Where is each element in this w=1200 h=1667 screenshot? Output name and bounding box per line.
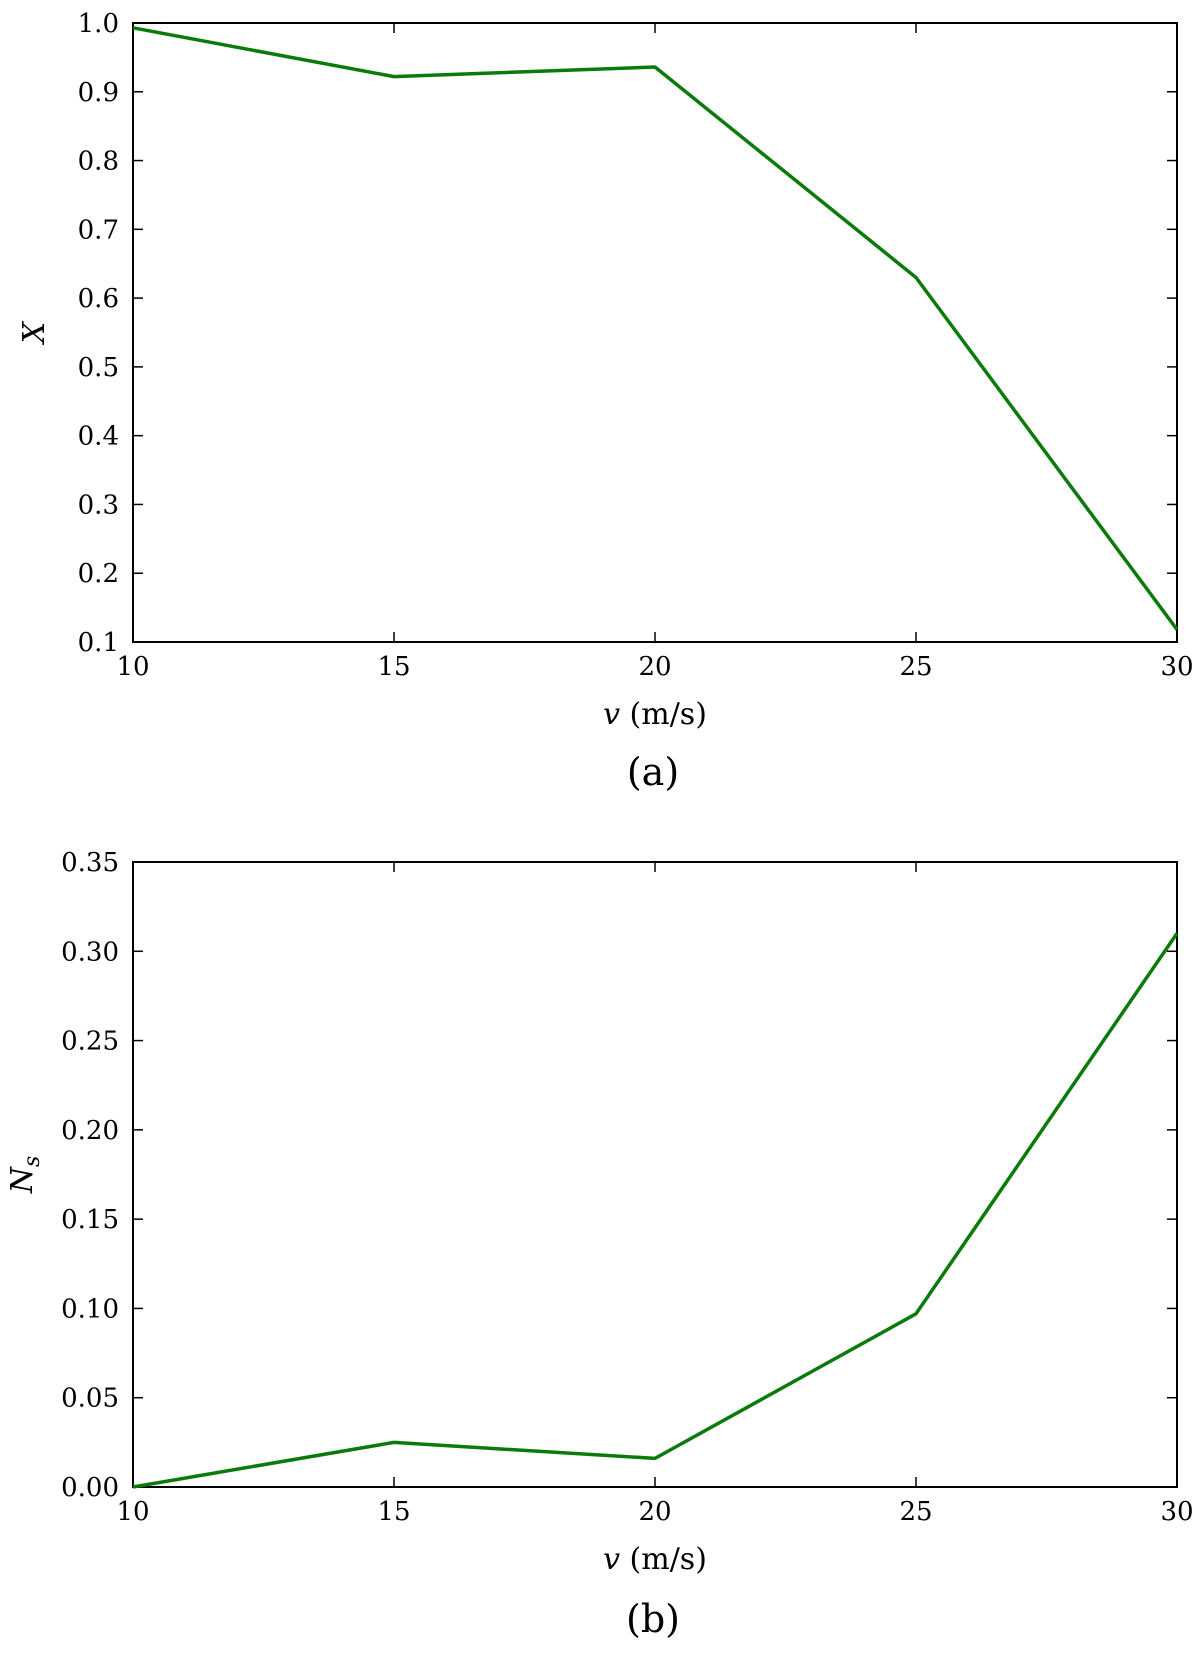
series-line	[132, 932, 1179, 1489]
x-tick-label: 30	[1160, 1497, 1193, 1527]
x-tick-label: 10	[116, 1497, 149, 1527]
x-axis-label: v (m/s)	[603, 1542, 707, 1577]
plot-frame	[132, 22, 1178, 643]
y-tick-label: 0.3	[78, 490, 119, 520]
panel-a: 10 15 20 25 30 0.1 0.2 0.3 0.4 0.5 0.6 0.7 0.8 0.9 1.0…	[17, 9, 1194, 794]
y-tick-label: 1.0	[78, 9, 119, 39]
x-tick-label: 20	[638, 1497, 671, 1527]
x-tick-label: 20	[638, 652, 671, 682]
y-tick-label: 0.25	[61, 1027, 119, 1057]
y-tick-label: 0.6	[78, 284, 119, 314]
y-tick-label: 0.7	[78, 215, 119, 245]
y-axis-label: X	[17, 320, 52, 345]
panel-label: (a)	[627, 750, 679, 794]
panel-label: (b)	[626, 1597, 680, 1641]
x-tick-label: 15	[377, 1497, 410, 1527]
y-axis-label: Ns	[5, 1156, 45, 1195]
y-tick-label: 0.15	[61, 1205, 119, 1235]
y-tick-label: 0.05	[61, 1384, 119, 1414]
x-tick-label: 10	[116, 652, 149, 682]
y-tick-label: 0.5	[78, 353, 119, 383]
y-tick-label: 0.20	[61, 1116, 119, 1146]
x-tick-label: 25	[899, 652, 932, 682]
x-tick-label: 15	[377, 652, 410, 682]
panel-b: 10 15 20 25 30 0.00 0.05 0.10 0.15 0.20 0.25 0.30 0.…	[5, 848, 1194, 1641]
x-axis-label: v (m/s)	[603, 697, 707, 732]
y-tick-label: 0.9	[78, 78, 119, 108]
x-tick-label: 30	[1160, 652, 1193, 682]
plot-frame	[132, 861, 1178, 1488]
y-tick-label: 0.4	[78, 422, 119, 452]
y-tick-label: 0.10	[61, 1294, 119, 1324]
y-tick-label: 0.2	[78, 559, 119, 589]
x-tick-label: 25	[899, 1497, 932, 1527]
y-tick-label: 0.30	[61, 937, 119, 967]
y-tick-label: 0.8	[78, 147, 119, 177]
y-tick-label: 0.00	[61, 1473, 119, 1503]
series-line	[132, 26, 1179, 631]
y-tick-label: 0.35	[61, 848, 119, 878]
y-tick-label: 0.1	[78, 628, 119, 658]
